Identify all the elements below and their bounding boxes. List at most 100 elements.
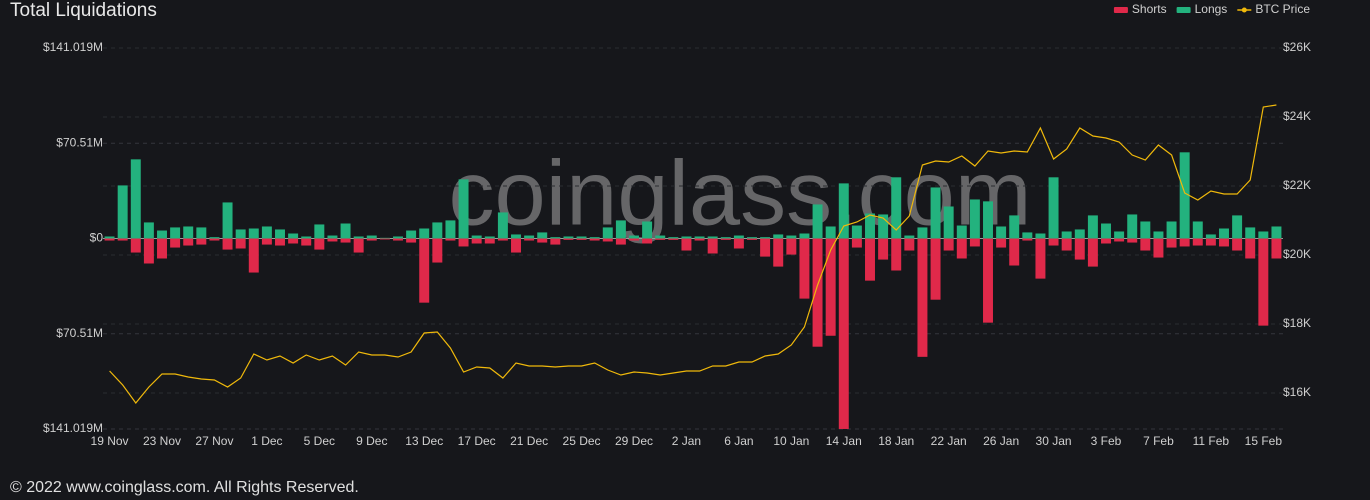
bar [956,238,967,259]
bar [996,238,1007,248]
bar [157,230,167,239]
bar [261,226,272,239]
bar [956,225,967,239]
bar [1271,238,1282,259]
footer: © 2022 www.coinglass.com. All Rights Res… [10,479,359,496]
bar [1205,238,1216,246]
bar [773,238,784,267]
bar [1179,238,1190,247]
bar [1245,227,1256,239]
bar [1101,238,1111,244]
y2-tick-label: $26K [1283,40,1311,54]
bar [196,238,207,245]
x-tick-label: 13 Dec [405,434,443,448]
x-tick-label: 29 Dec [615,434,653,448]
x-tick-label: 11 Feb [1193,434,1230,448]
bar [943,206,954,239]
x-tick-label: 21 Dec [510,434,548,448]
bar [366,238,377,241]
bar [1048,177,1059,239]
x-tick-label: 18 Jan [878,434,914,448]
bar [183,226,194,239]
x-tick-label: 23 Nov [143,434,181,448]
bar [681,236,692,239]
bar [1245,238,1256,259]
price-line [109,104,1277,404]
x-tick-label: 10 Jan [773,434,809,448]
bar [1035,233,1046,239]
x-tick-label: 1 Dec [251,434,282,448]
bar [537,232,548,239]
bar [1009,238,1020,266]
bar [1074,229,1085,239]
bar [353,236,364,239]
bar [1219,228,1229,239]
bar [340,238,351,243]
bar [825,238,836,336]
bar [904,235,915,239]
bar [878,238,889,260]
bar [458,179,469,239]
bar [1087,238,1098,267]
bar [969,238,980,247]
bar [170,238,181,248]
bar [314,224,325,239]
bar [1166,221,1177,239]
bar [1022,232,1033,239]
bar [196,227,207,239]
bar [143,238,154,264]
bar [301,236,312,239]
y-tick-label: $70.51M [56,135,103,149]
bar [1140,221,1151,239]
bar [170,227,181,239]
x-tick-label: 26 Jan [983,434,1019,448]
bar [602,227,613,239]
bar [1101,223,1111,239]
bar [432,222,443,239]
bar [419,228,430,239]
bar [865,238,875,281]
bar [681,238,692,251]
bar [786,238,797,255]
bar [1166,238,1177,248]
x-tick-label: 19 Nov [91,434,129,448]
x-tick-label: 17 Dec [458,434,496,448]
bar [537,238,548,243]
bar [707,236,718,239]
bar [891,177,902,239]
bar [983,201,993,239]
bar [1258,231,1269,239]
bar [393,236,403,239]
x-tick-label: 5 Dec [304,434,335,448]
bar [1087,215,1098,239]
bar [301,238,312,246]
bar [130,159,141,239]
bar [497,238,508,241]
bar [1179,152,1190,239]
bar [838,183,849,239]
legend-swatch [1113,7,1128,13]
x-tick-label: 27 Nov [195,434,233,448]
bar [747,237,757,239]
legend-label: BTC Price [1255,2,1310,16]
x-tick-label: 7 Feb [1143,434,1174,448]
bar [471,238,482,244]
bar [353,238,364,253]
bar [1258,238,1269,326]
y2-tick-label: $16K [1283,385,1311,399]
bar [969,199,980,239]
bar [1192,238,1203,246]
bar [484,238,495,244]
bar [1035,238,1046,279]
bar [379,238,390,240]
x-tick-label: 25 Dec [563,434,601,448]
bar [733,235,744,239]
bar [838,238,849,429]
x-tick-label: 15 Feb [1245,434,1283,448]
bar [511,238,521,253]
bar [524,235,535,239]
bar [1009,215,1020,239]
bar [183,238,194,246]
bar [851,238,862,248]
x-tick-label: 14 Jan [826,434,862,448]
